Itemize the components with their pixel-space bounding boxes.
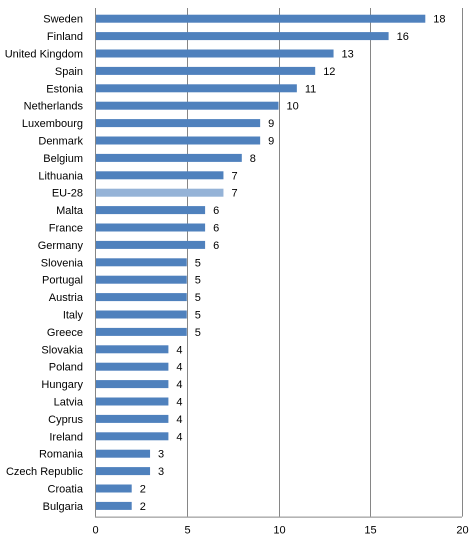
x-tick-label: 0 xyxy=(92,525,98,537)
category-label: Portugal xyxy=(42,275,83,287)
category-label: Lithuania xyxy=(38,170,84,182)
category-label: Denmark xyxy=(38,136,83,148)
bar-netherlands xyxy=(96,101,279,110)
category-label: Croatia xyxy=(48,484,84,496)
category-label: Slovakia xyxy=(41,344,83,356)
bar-malta xyxy=(96,206,206,215)
bars xyxy=(96,14,426,510)
value-label: 5 xyxy=(195,310,201,322)
value-label: 6 xyxy=(213,205,219,217)
bar-greece xyxy=(96,327,187,336)
category-label: Greece xyxy=(47,327,83,339)
value-label: 7 xyxy=(231,188,237,200)
value-label: 4 xyxy=(176,414,182,426)
value-label: 13 xyxy=(342,49,354,61)
value-label: 8 xyxy=(250,153,256,165)
value-label: 11 xyxy=(305,83,316,95)
x-tick-label: 20 xyxy=(456,525,468,537)
bar-eu-28 xyxy=(96,188,224,197)
value-label: 18 xyxy=(433,14,445,26)
bar-hungary xyxy=(96,380,169,389)
bar-luxembourg xyxy=(96,119,261,128)
value-label: 4 xyxy=(176,397,182,409)
bar-poland xyxy=(96,362,169,371)
category-label: Poland xyxy=(49,362,83,374)
bar-sweden xyxy=(96,14,426,23)
x-tick-label: 5 xyxy=(184,525,190,537)
value-label: 5 xyxy=(195,257,201,269)
value-label: 2 xyxy=(140,501,146,513)
bar-ireland xyxy=(96,432,169,441)
category-label: Malta xyxy=(56,205,84,217)
category-label: Czech Republic xyxy=(6,466,84,478)
category-label: Spain xyxy=(55,66,83,78)
bar-slovakia xyxy=(96,345,169,354)
category-label: Cyprus xyxy=(48,414,83,426)
category-label: Austria xyxy=(49,292,84,304)
bar-slovenia xyxy=(96,258,187,267)
category-label: Hungary xyxy=(41,379,83,391)
category-label: France xyxy=(49,223,83,235)
bar-italy xyxy=(96,310,187,319)
category-label: Ireland xyxy=(49,431,83,443)
bar-romania xyxy=(96,449,151,458)
value-label: 5 xyxy=(195,275,201,287)
value-label: 5 xyxy=(195,292,201,304)
bar-finland xyxy=(96,32,389,41)
bar-portugal xyxy=(96,275,187,284)
bar-czech-republic xyxy=(96,467,151,476)
value-label: 9 xyxy=(268,136,274,148)
bar-germany xyxy=(96,240,206,249)
bar-belgium xyxy=(96,153,242,162)
category-label: Finland xyxy=(47,31,83,43)
value-label: 4 xyxy=(176,379,182,391)
bar-estonia xyxy=(96,84,297,93)
bar-lithuania xyxy=(96,171,224,180)
value-label: 9 xyxy=(268,118,274,130)
value-label: 3 xyxy=(158,466,164,478)
value-label: 4 xyxy=(176,362,182,374)
bar-denmark xyxy=(96,136,261,145)
value-label: 4 xyxy=(176,344,182,356)
category-label: Latvia xyxy=(54,397,84,409)
value-label: 6 xyxy=(213,223,219,235)
bar-bulgaria xyxy=(96,501,132,510)
value-label: 4 xyxy=(176,431,182,443)
value-label: 16 xyxy=(397,31,409,43)
category-label: Estonia xyxy=(46,83,84,95)
category-label: Sweden xyxy=(43,14,83,26)
category-label: Netherlands xyxy=(24,101,84,113)
value-label: 2 xyxy=(140,484,146,496)
labels: Sweden 18 Finland 16 United Kingdom 13 Spain 12… xyxy=(5,14,446,513)
category-label: Italy xyxy=(63,310,84,322)
category-label: EU-28 xyxy=(52,188,83,200)
x-tick-label: 10 xyxy=(273,525,285,537)
value-label: 12 xyxy=(323,66,335,78)
category-label: Germany xyxy=(38,240,84,252)
gridlines xyxy=(187,8,463,517)
category-label: Slovenia xyxy=(41,257,84,269)
axes: 0 5 10 15 20 xyxy=(92,8,469,537)
value-label: 6 xyxy=(213,240,219,252)
category-label: Bulgaria xyxy=(43,501,84,513)
category-label: Belgium xyxy=(43,153,83,165)
x-tick-label: 15 xyxy=(364,525,376,537)
bar-latvia xyxy=(96,397,169,406)
bar-croatia xyxy=(96,484,132,493)
category-label: Luxembourg xyxy=(22,118,83,130)
bar-spain xyxy=(96,66,316,75)
value-label: 7 xyxy=(231,170,237,182)
value-label: 10 xyxy=(287,101,299,113)
value-label: 5 xyxy=(195,327,201,339)
bar-austria xyxy=(96,293,187,302)
category-label: Romania xyxy=(39,449,84,461)
bar-france xyxy=(96,223,206,232)
value-label: 3 xyxy=(158,449,164,461)
bar-united-kingdom xyxy=(96,49,334,58)
bar-cyprus xyxy=(96,414,169,423)
category-label: United Kingdom xyxy=(5,49,83,61)
